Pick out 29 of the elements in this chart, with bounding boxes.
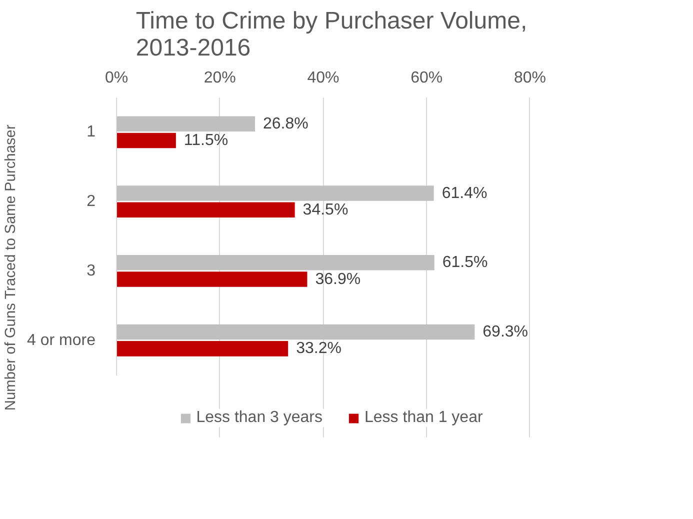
data-label: 36.9% <box>315 270 361 288</box>
data-label: 33.2% <box>296 340 342 358</box>
bar <box>116 186 434 201</box>
y-tick-label: 3 <box>86 262 96 280</box>
y-tick-label: 4 or more <box>27 332 96 349</box>
y-tick-label: 2 <box>86 193 96 210</box>
legend-label: Less than 1 year <box>364 409 483 427</box>
data-label: 11.5% <box>184 132 228 150</box>
x-tick-label: 40% <box>307 70 340 86</box>
bar <box>116 324 475 340</box>
bar <box>116 255 434 270</box>
legend-label: Less than 3 years <box>196 409 322 427</box>
data-label: 61.5% <box>442 254 488 272</box>
bar <box>116 272 308 287</box>
bar <box>116 116 256 132</box>
data-label: 26.8% <box>263 115 308 132</box>
x-tick-label: 20% <box>204 70 236 86</box>
data-label: 61.4% <box>442 184 488 202</box>
bar <box>116 132 176 148</box>
data-label: 34.5% <box>302 201 348 218</box>
y-tick-label: 1 <box>86 124 96 141</box>
bar <box>116 202 295 218</box>
bar <box>116 341 288 356</box>
data-label: 69.3% <box>482 324 528 341</box>
x-tick-label: 60% <box>410 70 443 86</box>
y-axis-title: Number of Guns Traced to Same Purchaser <box>3 124 20 411</box>
x-tick-label: 0% <box>104 70 128 86</box>
x-tick-label: 80% <box>514 70 546 86</box>
chart-title: Time to Crime by Purchaser Volume, 2013-2016 <box>136 8 528 62</box>
